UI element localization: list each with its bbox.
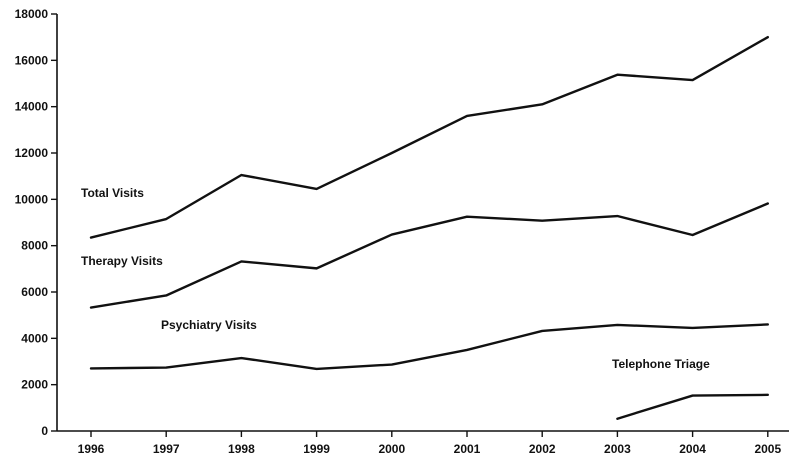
x-tick-label: 1996 (78, 442, 105, 456)
y-tick-label: 0 (41, 424, 48, 438)
psychiatry-visits-label: Psychiatry Visits (161, 318, 257, 332)
plot-area: 0 2000 4000 6000 8000 10000 12000 14000 16000 180… (15, 7, 789, 456)
y-tick-label: 2000 (21, 378, 48, 392)
x-tick-label: 2002 (529, 442, 556, 456)
y-tick-label: 18000 (15, 7, 49, 21)
x-tick-label: 1999 (303, 442, 330, 456)
therapy-visits-label: Therapy Visits (81, 254, 163, 268)
y-tick-label: 6000 (21, 285, 48, 299)
y-tick-label: 14000 (15, 100, 49, 114)
x-tick-label: 2005 (754, 442, 781, 456)
series-lines (89, 35, 769, 420)
therapy-visits-line (89, 202, 769, 309)
x-axis-ticks: 1996 1997 1998 1999 2000 2001 2002 2003 2004 2005 (78, 431, 781, 456)
x-tick-label: 1997 (153, 442, 180, 456)
y-tick-label: 4000 (21, 331, 48, 345)
telephone-triage-line (616, 393, 769, 420)
series-labels: Total Visits Therapy Visits Psychiatry Vis… (81, 186, 710, 371)
y-axis-ticks: 0 2000 4000 6000 8000 10000 12000 14000 16000 180… (15, 7, 57, 438)
total-visits-label: Total Visits (81, 186, 144, 200)
y-tick-label: 16000 (15, 53, 49, 67)
y-tick-label: 12000 (15, 146, 49, 160)
x-tick-label: 2003 (604, 442, 631, 456)
telephone-triage-label: Telephone Triage (612, 357, 710, 371)
x-tick-label: 2000 (378, 442, 405, 456)
y-tick-label: 10000 (15, 192, 49, 206)
y-tick-label: 8000 (21, 239, 48, 253)
x-tick-label: 1998 (228, 442, 255, 456)
x-tick-label: 2004 (679, 442, 706, 456)
x-tick-label: 2001 (454, 442, 481, 456)
total-visits-line (89, 35, 769, 239)
psychiatry-visits-line (89, 323, 769, 371)
